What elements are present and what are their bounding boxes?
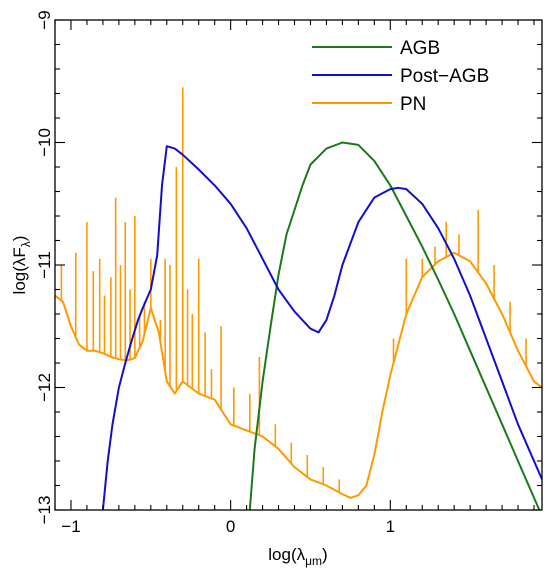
legend-label-pn: PN xyxy=(400,94,426,115)
series-layer xyxy=(55,87,542,510)
legend: AGB Post−AGB PN xyxy=(312,38,489,115)
series-line-agb xyxy=(248,141,541,510)
series-line-pn xyxy=(55,251,542,499)
x-tick-label: −1 xyxy=(61,517,80,536)
legend-label-agb: AGB xyxy=(400,38,440,59)
y-tick-label: −9 xyxy=(35,10,54,29)
y-tick-label: −12 xyxy=(35,373,54,402)
plot-frame xyxy=(54,19,543,511)
y-axis-label: log(λFλ) xyxy=(10,236,33,295)
y-tick-label: −10 xyxy=(35,128,54,157)
legend-label-post-agb: Post−AGB xyxy=(400,66,489,87)
series-line-post-agb xyxy=(101,145,542,510)
y-tick-label: −13 xyxy=(35,496,54,525)
x-tick-label: 1 xyxy=(386,517,395,536)
y-tick-label: −11 xyxy=(35,251,54,279)
x-axis-label: log(λμm) xyxy=(268,545,327,568)
tick-layer: −1 0 1−9−10−11−12−13 xyxy=(35,10,542,536)
x-tick-label: 0 xyxy=(226,517,235,536)
